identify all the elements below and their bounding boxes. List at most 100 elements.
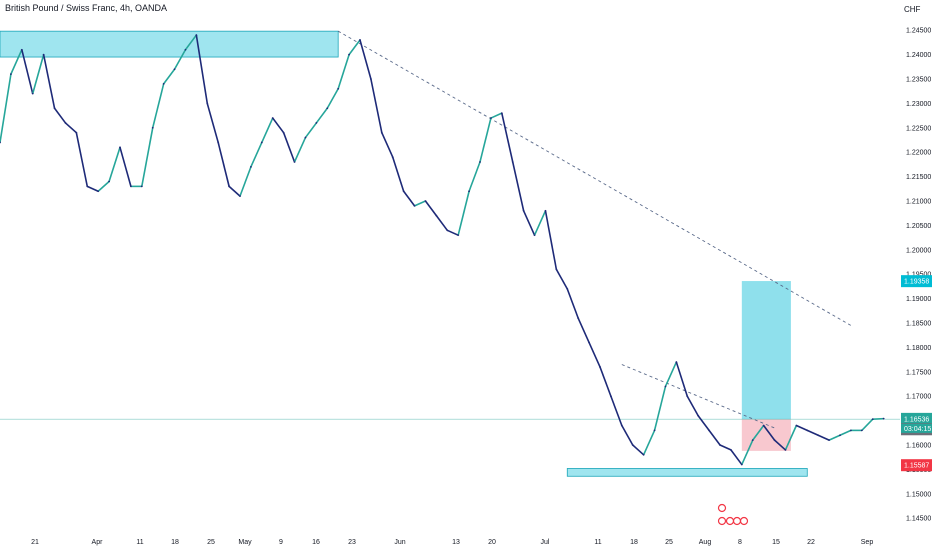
price-segment [217, 142, 230, 187]
y-tick-label: 1.20000 [906, 247, 931, 254]
price-point [239, 195, 241, 198]
x-tick-label: 9 [279, 539, 283, 546]
price-segment [293, 137, 307, 163]
price-point [184, 48, 187, 51]
y-tick-label: 1.15000 [906, 491, 931, 498]
price-badge [901, 275, 932, 288]
price-point [533, 234, 536, 237]
price-segment [435, 215, 448, 231]
x-tick-label: 8 [738, 539, 742, 546]
price-point [130, 185, 132, 188]
price-segment [348, 39, 361, 56]
price-segment [250, 142, 263, 168]
price-segment [828, 434, 841, 441]
price-segment [566, 288, 579, 319]
price-point [97, 190, 100, 193]
event-marker-icon[interactable] [717, 516, 727, 526]
price-point [391, 156, 394, 158]
event-icons[interactable] [717, 503, 749, 526]
price-point [806, 429, 809, 432]
price-point [413, 204, 416, 207]
price-segment [817, 434, 830, 441]
price-point [577, 317, 580, 320]
event-marker-icon[interactable] [725, 516, 735, 526]
price-point [599, 366, 601, 368]
price-point [75, 131, 78, 134]
price-segment [774, 439, 786, 451]
price-segment [64, 122, 77, 134]
price-point [490, 117, 492, 119]
price-point [64, 122, 67, 124]
price-point [195, 34, 198, 36]
price-badge [901, 459, 932, 472]
price-segment [53, 107, 67, 124]
y-tick-label: 1.23000 [906, 101, 931, 108]
support-zone[interactable] [566, 468, 808, 477]
y-tick-label: 1.21500 [906, 174, 931, 181]
price-point [871, 418, 874, 421]
price-segment [315, 107, 328, 124]
price-segment [839, 429, 852, 437]
price-segment [42, 54, 56, 109]
price-segment [337, 54, 350, 90]
x-tick-label: 18 [171, 539, 179, 546]
y-tick-label: 1.14500 [906, 516, 931, 523]
price-segment [501, 112, 514, 163]
y-tick-label: 1.18500 [906, 321, 931, 328]
price-segment [544, 210, 558, 270]
price-point [271, 117, 274, 119]
price-point [664, 385, 667, 388]
event-marker-icon[interactable] [717, 503, 727, 513]
x-tick-label: Apr [92, 539, 104, 546]
trendline[interactable] [337, 30, 852, 326]
price-point [642, 453, 645, 456]
price-point [588, 341, 590, 344]
price-segment [228, 185, 241, 197]
price-segment [261, 117, 274, 143]
event-marker-icon[interactable] [739, 516, 749, 526]
price-segment [282, 132, 296, 163]
x-tick-label: 21 [31, 539, 39, 546]
price-segment [10, 49, 23, 75]
y-tick-label: 1.22000 [906, 150, 931, 157]
price-segment [479, 117, 492, 163]
price-point [631, 444, 634, 446]
currency-label: CHF [904, 5, 921, 14]
price-point [293, 161, 296, 163]
price-segment [697, 415, 710, 431]
y-tick-label: 1.24000 [906, 52, 931, 59]
y-tick-label: 1.20500 [906, 223, 931, 230]
resistance-zone[interactable] [0, 30, 339, 58]
price-segment [555, 268, 568, 290]
price-segment [141, 127, 154, 187]
price-segment [719, 444, 732, 451]
price-point [206, 102, 209, 105]
target-zone[interactable] [741, 281, 791, 420]
event-marker-icon[interactable] [732, 516, 742, 526]
price-segment [730, 449, 743, 466]
price-point [42, 53, 45, 56]
price-segment [784, 425, 798, 451]
price-point [675, 361, 678, 363]
price-point [839, 434, 841, 437]
price-point [31, 92, 34, 95]
x-tick-label: 15 [772, 539, 780, 546]
price-point [751, 439, 754, 442]
price-segment [370, 78, 383, 133]
price-point [773, 439, 776, 442]
price-segment [86, 185, 99, 192]
price-segment [272, 117, 285, 134]
price-badge [901, 412, 932, 425]
price-segment [632, 444, 645, 456]
y-tick-label: 1.17000 [906, 394, 931, 401]
price-point [762, 424, 765, 427]
price-segment [0, 73, 12, 143]
price-segment [621, 425, 634, 446]
price-point [457, 234, 460, 237]
price-point [315, 122, 318, 124]
price-segment [326, 88, 339, 109]
price-point [708, 429, 710, 432]
chart-title: British Pound / Swiss Franc, 4h, OANDA [5, 3, 168, 13]
x-tick-label: Aug [699, 539, 712, 546]
